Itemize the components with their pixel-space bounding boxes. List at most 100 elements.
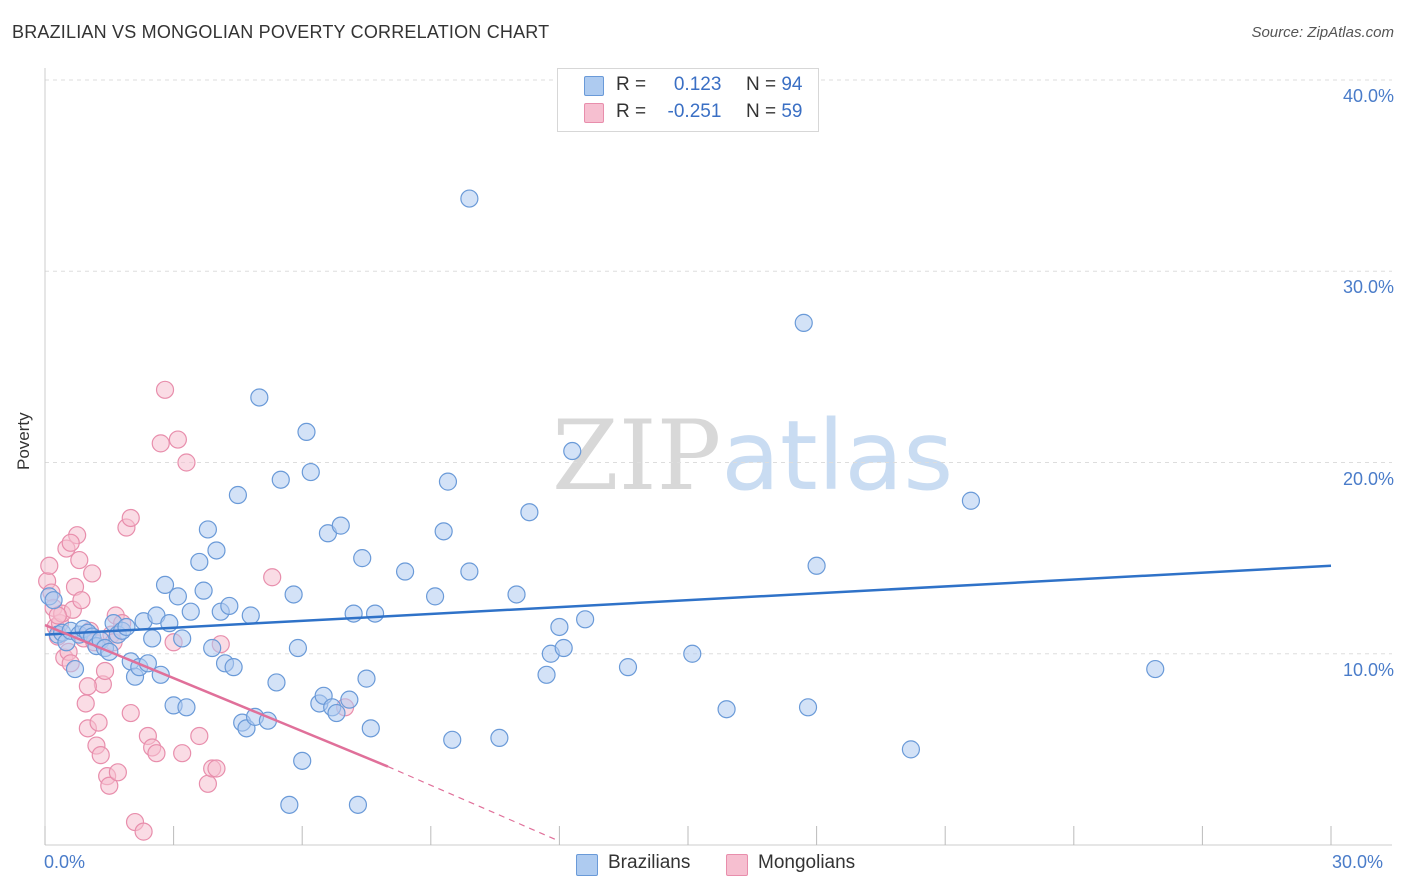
brazilians-point xyxy=(340,690,359,709)
y-tick-label: 30.0% xyxy=(1342,277,1394,298)
mongolians-point xyxy=(100,776,119,795)
mongolians-trend-extension xyxy=(387,766,560,842)
brazilians-point xyxy=(807,556,826,575)
brazilians-point xyxy=(293,751,312,770)
brazilians-point xyxy=(203,638,222,658)
legend-n-label: N = xyxy=(745,74,777,95)
mongolians-point xyxy=(198,774,217,793)
mongolians-point xyxy=(83,564,102,583)
brazilians-point xyxy=(490,728,509,748)
brazilians-point xyxy=(280,795,299,814)
brazilians-point xyxy=(241,606,260,625)
brazilians-point xyxy=(288,638,308,658)
brazilians-point xyxy=(460,189,479,208)
mongolians-point xyxy=(76,694,95,713)
brazilians-point xyxy=(961,491,981,510)
brazilians-point xyxy=(353,549,372,568)
brazilians-point xyxy=(443,730,462,749)
legend-n-value: 59 xyxy=(781,101,803,122)
brazilians-point xyxy=(267,673,286,692)
brazilians-point xyxy=(537,665,556,684)
legend-r-value: -0.251 xyxy=(667,101,722,122)
brazilians-point xyxy=(228,485,247,505)
legend-r-label: R = xyxy=(616,74,647,95)
brazilians-point xyxy=(901,740,921,759)
brazilians-point xyxy=(168,587,187,606)
mongolians-point xyxy=(61,533,80,552)
watermark-zip: ZIP xyxy=(552,400,722,512)
mongolians-point xyxy=(147,744,166,763)
mongolians-point xyxy=(168,430,187,449)
brazilians-trend-line xyxy=(44,564,1332,636)
mongolians-point xyxy=(207,759,226,778)
brazilians-point xyxy=(576,610,595,629)
brazilians-point xyxy=(395,562,415,581)
brazilians-point xyxy=(155,575,175,595)
brazilians-point xyxy=(181,602,200,621)
brazilians-point xyxy=(357,669,376,688)
brazilians-point xyxy=(717,700,736,719)
brazilians-point xyxy=(65,659,85,679)
mongolians-point xyxy=(95,661,115,681)
gridlines xyxy=(45,79,1392,655)
brazilians-point xyxy=(297,422,316,441)
brazilians-point xyxy=(1146,659,1165,679)
brazilians-point xyxy=(361,719,380,738)
brazilians-point xyxy=(438,472,458,491)
mongolians-point xyxy=(121,703,140,723)
brazilians-point xyxy=(348,795,368,814)
mongolians-point xyxy=(72,591,91,610)
y-tick-label: 40.0% xyxy=(1342,86,1394,106)
trend-lines xyxy=(44,564,1332,842)
y-axis-label: Poverty xyxy=(14,412,33,470)
watermark: ZIPatlas xyxy=(552,400,953,512)
axes xyxy=(44,68,1392,846)
brazilians-point xyxy=(224,658,243,677)
mongolians-point xyxy=(78,677,97,696)
brazilians-point xyxy=(434,522,453,541)
mongolians-point xyxy=(48,606,67,625)
mongolians-point xyxy=(151,434,170,453)
brazilians-legend-swatch xyxy=(576,854,598,876)
brazilians-point xyxy=(44,591,63,610)
brazilians-points xyxy=(40,189,1165,814)
mongolians-point xyxy=(134,822,153,841)
brazilians-point xyxy=(177,698,196,717)
mongolians-point xyxy=(70,550,89,570)
brazilians-point xyxy=(198,520,217,539)
brazilians-point xyxy=(271,470,290,489)
brazilians-point xyxy=(794,313,813,332)
chart-source: Source: ZipAtlas.com xyxy=(1251,24,1394,41)
mongolians-point xyxy=(91,746,110,765)
y-tick-label: 10.0% xyxy=(1342,659,1394,680)
brazilians-point xyxy=(550,617,569,637)
mongolians-point xyxy=(177,453,196,472)
brazilians-point xyxy=(284,585,303,604)
brazilians-point xyxy=(554,638,573,658)
brazilians-point xyxy=(618,658,638,677)
mongolians-trend-line xyxy=(44,623,389,768)
x-tick-min: 0.0% xyxy=(44,852,86,872)
mongolians-point xyxy=(40,556,59,575)
y-tick-label: 20.0% xyxy=(1342,468,1394,489)
x-tick-max: 30.0% xyxy=(1332,852,1384,872)
brazilians-point xyxy=(563,441,582,461)
brazilians-point xyxy=(301,462,320,482)
chart-title: BRAZILIAN VS MONGOLIAN POVERTY CORRELATI… xyxy=(12,22,550,42)
mongolians-point xyxy=(121,508,140,528)
brazilians-point xyxy=(365,604,385,623)
brazilians-point xyxy=(250,388,269,407)
legend-n-value: 94 xyxy=(781,74,803,95)
mongolians-point xyxy=(108,763,127,782)
mongolians-point xyxy=(190,726,209,746)
brazilians-point xyxy=(331,516,350,535)
brazilians-point xyxy=(117,617,136,637)
brazilians-point xyxy=(683,644,702,663)
brazilians-legend-label: Brazilians xyxy=(608,852,691,873)
brazilians-point xyxy=(507,585,526,604)
mongolians-point xyxy=(173,744,192,763)
brazilians-point xyxy=(173,629,192,648)
watermark-atlas: atlas xyxy=(721,400,954,512)
brazilians-point xyxy=(190,552,209,572)
